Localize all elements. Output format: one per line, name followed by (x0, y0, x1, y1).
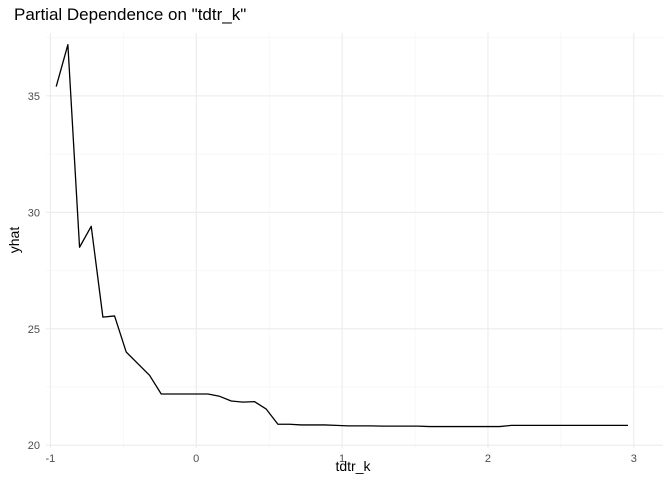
x-tick-label: -1 (45, 453, 55, 465)
minor-gridlines (46, 33, 663, 448)
series-layer (55, 43, 628, 428)
y-tick-label: 20 (28, 440, 40, 452)
y-axis-tick-labels: 20 25 30 35 (28, 91, 40, 452)
x-axis-label: tdtr_k (335, 458, 371, 474)
y-tick-label: 30 (28, 207, 40, 219)
series-line-0 (55, 43, 628, 428)
x-tick-label: 2 (485, 453, 491, 465)
y-axis-label: yhat (6, 227, 22, 254)
y-tick-label: 35 (28, 91, 40, 103)
x-axis-tick-labels: -1 0 1 2 3 (45, 453, 636, 465)
x-tick-label: 1 (339, 453, 345, 465)
chart-title: Partial Dependence on "tdtr_k" (14, 5, 246, 24)
major-gridlines (46, 33, 663, 448)
x-tick-label: 3 (631, 453, 637, 465)
x-tick-label: 0 (193, 453, 199, 465)
y-tick-label: 25 (28, 324, 40, 336)
